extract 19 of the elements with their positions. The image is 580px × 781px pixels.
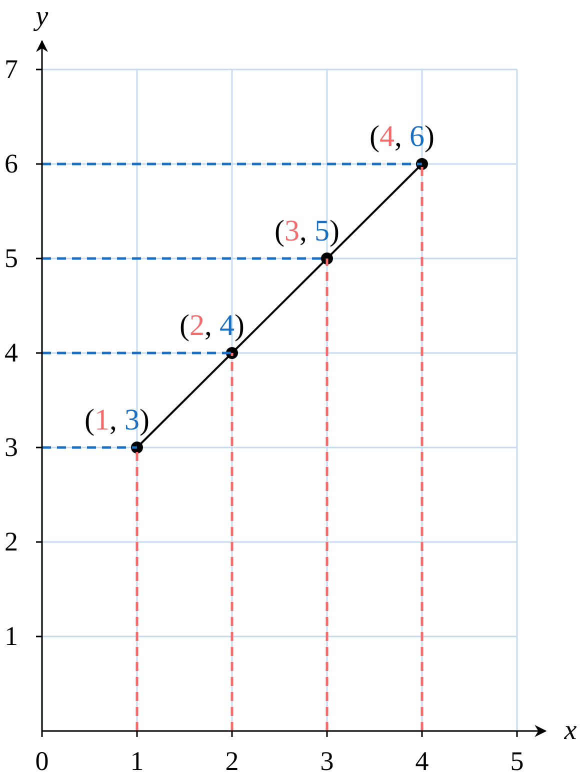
- x-tick-label: 0: [35, 746, 49, 776]
- y-tick-label: 4: [4, 338, 18, 368]
- x-tick-label: 1: [130, 746, 144, 776]
- x-tick-label: 3: [320, 746, 334, 776]
- x-axis-title: x: [563, 715, 578, 746]
- annotation: (1, 3): [84, 404, 150, 436]
- y-tick-label: 7: [4, 54, 18, 84]
- y-tick-label: 3: [4, 432, 18, 462]
- y-axis-title: y: [32, 1, 49, 32]
- x-tick-label: 5: [510, 746, 524, 776]
- x-tick-label: 2: [225, 746, 239, 776]
- annotation: (4, 6): [370, 120, 434, 153]
- x-tick-label: 4: [415, 746, 430, 776]
- y-tick-label: 6: [4, 148, 18, 179]
- annotation: (2, 4): [180, 309, 244, 342]
- annotation: (3, 5): [274, 214, 340, 248]
- y-tick-label: 5: [4, 243, 18, 274]
- y-tick-label: 2: [4, 526, 18, 557]
- y-tick-label: 1: [4, 621, 18, 652]
